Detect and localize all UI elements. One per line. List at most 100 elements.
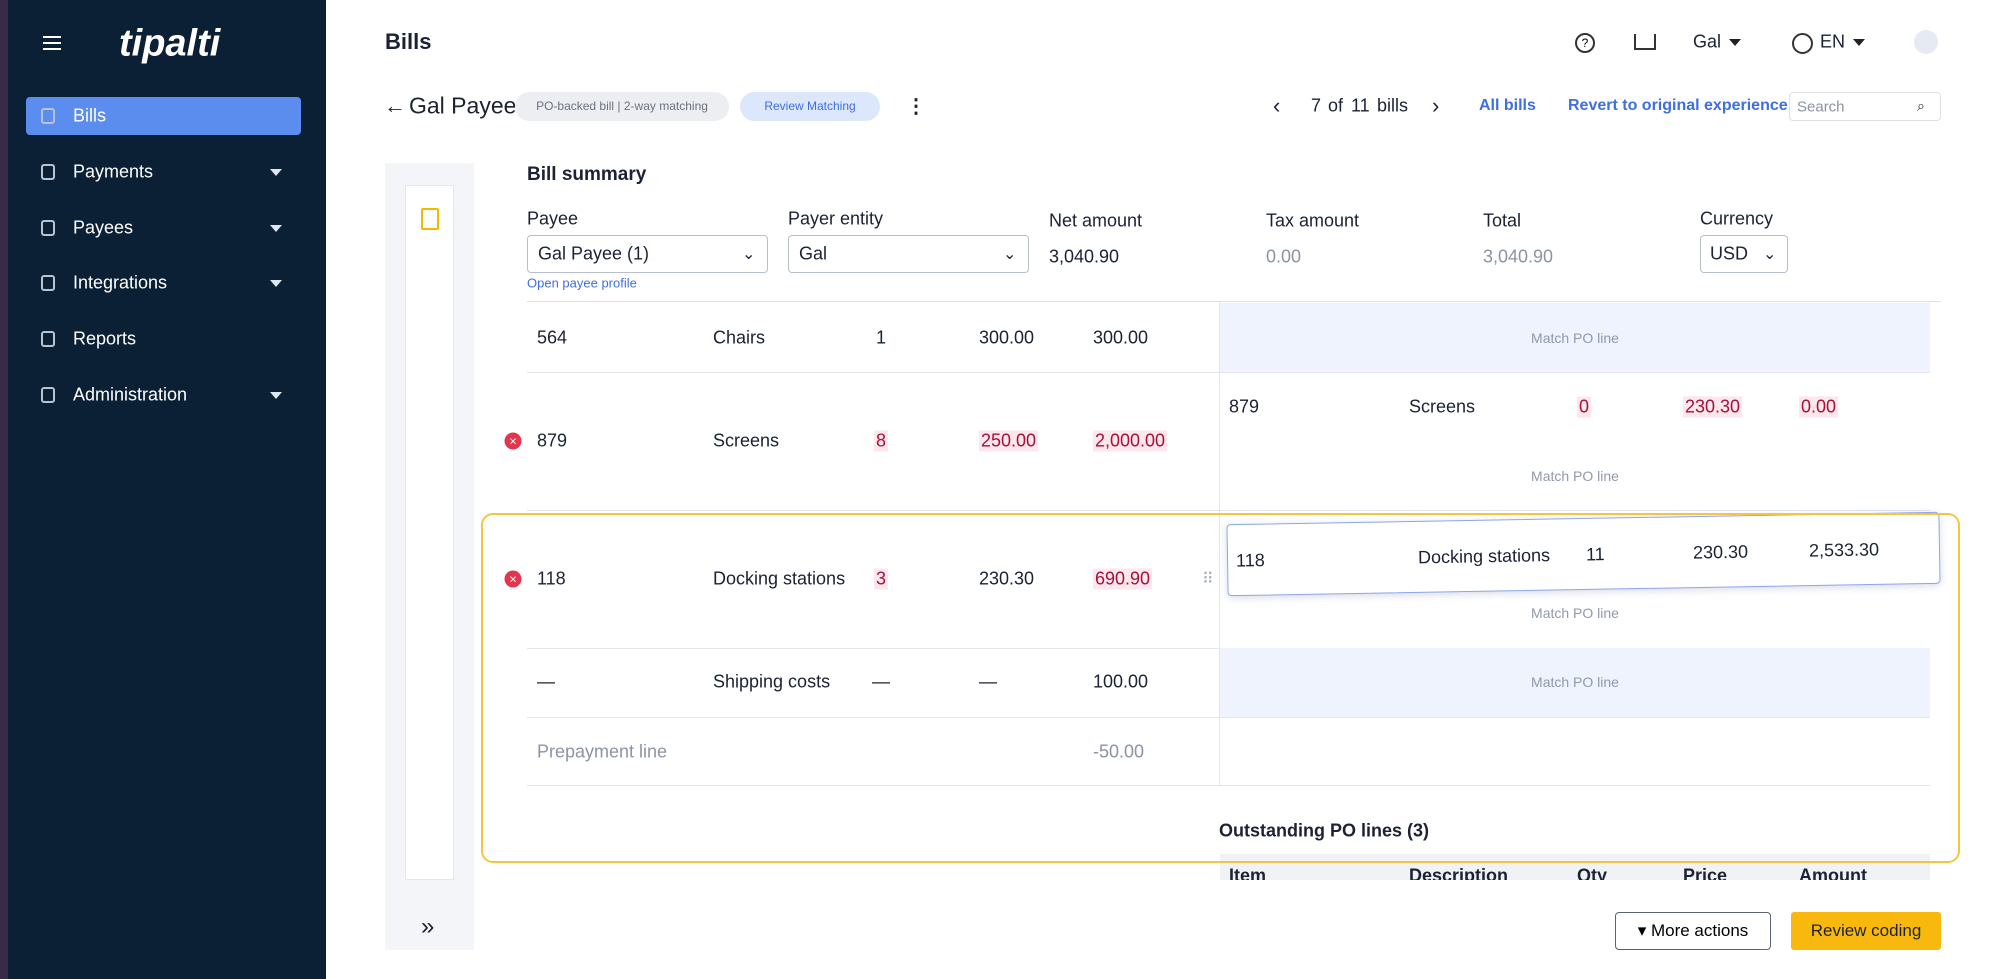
cell: -50.00 xyxy=(1093,741,1145,762)
entity-value: Gal xyxy=(799,243,828,264)
caret-icon: ▾ xyxy=(1637,921,1651,940)
label: Tax amount xyxy=(1266,210,1360,231)
cell: 690.90 xyxy=(1093,568,1153,590)
cell: 879 xyxy=(537,430,568,451)
cell: — xyxy=(537,671,555,692)
lines-table: 564 Chairs 1 300.00 300.00 Match PO line × 879 S… xyxy=(0,302,1999,880)
cell: 300.00 xyxy=(979,327,1035,348)
match-area xyxy=(1220,303,1930,372)
nav-icon xyxy=(41,331,55,347)
help-icon[interactable]: ? xyxy=(1575,33,1595,53)
payee-name: Gal Payee xyxy=(409,92,517,119)
expand[interactable]: » xyxy=(421,913,435,940)
cell: 100.00 xyxy=(1093,671,1149,692)
search-icon: ⌕ xyxy=(1917,97,1925,114)
thumb[interactable] xyxy=(405,185,454,880)
payee-value: Gal Payee (1) xyxy=(538,243,650,264)
tag: PO-backed bill | 2-way matching xyxy=(515,92,729,121)
pager-current: 7 xyxy=(1311,95,1322,116)
error-icon: × xyxy=(504,570,522,588)
error-icon: × xyxy=(504,432,522,450)
currency-value: USD xyxy=(1710,243,1749,264)
chevron: ⌄ xyxy=(1003,246,1017,263)
nav-item[interactable]: Bills xyxy=(73,105,107,126)
nav-item[interactable]: Payees xyxy=(73,217,134,238)
nav-icon xyxy=(41,387,55,403)
link[interactable]: Revert to original experience xyxy=(1568,97,1788,114)
nav-item[interactable]: Integrations xyxy=(73,272,168,293)
outstanding-header xyxy=(1220,854,1930,880)
po-cell: 230.30 xyxy=(1683,396,1743,418)
nav-caret xyxy=(270,392,282,399)
user-menu[interactable]: Gal xyxy=(1693,31,1722,52)
cell: — xyxy=(872,671,890,692)
language-menu[interactable]: EN xyxy=(1820,31,1846,52)
more-actions[interactable]: ▾ More actions xyxy=(1615,912,1771,950)
column-header: Amount xyxy=(1799,865,1867,881)
total-value: 3,040.90 xyxy=(1483,246,1554,267)
review-coding[interactable]: Review coding xyxy=(1791,912,1941,950)
sidebar xyxy=(0,0,326,979)
label: Net amount xyxy=(1049,210,1143,231)
pager-unit: bills xyxy=(1377,95,1409,116)
match-po-line[interactable]: Match PO line xyxy=(1531,674,1619,690)
match-po-line[interactable]: Match PO line xyxy=(1531,468,1619,484)
nav-icon xyxy=(41,220,55,236)
po-cell: 0.00 xyxy=(1799,396,1839,418)
nav-icon xyxy=(41,108,55,124)
nav-item[interactable]: Payments xyxy=(73,161,154,182)
match-po-line[interactable]: Match PO line xyxy=(1531,605,1619,621)
po-cell: Screens xyxy=(1409,396,1476,417)
payee-link[interactable]: Open payee profile xyxy=(527,275,637,291)
column-header: Item xyxy=(1229,865,1267,881)
cell: 3 xyxy=(873,568,889,590)
more-actions-label: More actions xyxy=(1650,921,1749,940)
column-header: Qty xyxy=(1577,865,1608,881)
cell: Screens xyxy=(713,430,780,451)
menu-icon[interactable] xyxy=(43,36,61,50)
search-placeholder: Search xyxy=(1797,98,1845,116)
cell: 8 xyxy=(873,430,889,452)
search-box[interactable] xyxy=(1789,92,1941,121)
logo: tipalti xyxy=(119,22,221,65)
currency-select[interactable] xyxy=(1700,235,1788,273)
link[interactable]: All bills xyxy=(1479,97,1536,114)
nav-icon xyxy=(41,275,55,291)
cell: 230.30 xyxy=(979,568,1035,589)
prev[interactable]: ‹ xyxy=(1273,93,1281,118)
row-divider xyxy=(527,785,1930,786)
cell: Chairs xyxy=(713,327,766,348)
cell: Docking stations xyxy=(713,568,846,589)
net-value: 3,040.90 xyxy=(1049,246,1120,267)
next[interactable]: › xyxy=(1432,93,1440,118)
pager-total: 11 xyxy=(1351,95,1370,116)
payee-select[interactable] xyxy=(527,235,768,273)
focus-outline xyxy=(481,513,1960,863)
cell: 564 xyxy=(537,327,568,348)
kebab[interactable]: ⋮ xyxy=(906,95,926,118)
cell: — xyxy=(979,671,997,692)
label: Payer entity xyxy=(788,208,884,229)
globe-icon xyxy=(1792,33,1813,54)
nav-caret xyxy=(270,225,282,232)
nav-icon xyxy=(41,164,55,180)
cell: 2,000.00 xyxy=(1093,430,1168,452)
nav-item[interactable]: Reports xyxy=(73,328,137,349)
cell: 250.00 xyxy=(979,430,1039,452)
entity-select[interactable] xyxy=(788,235,1029,273)
match-po-line[interactable]: Match PO line xyxy=(1531,330,1619,346)
po-cell: 879 xyxy=(1229,396,1260,417)
tax-value: 0.00 xyxy=(1266,246,1302,267)
tag[interactable]: Review Matching xyxy=(740,92,880,121)
upload-icon[interactable] xyxy=(1634,34,1656,50)
back-arrow[interactable]: ← xyxy=(384,93,406,118)
nav-caret xyxy=(270,280,282,287)
avatar[interactable] xyxy=(1914,30,1938,54)
nav-item[interactable]: Administration xyxy=(73,384,188,405)
row-divider xyxy=(527,717,1930,718)
row-divider xyxy=(527,372,1930,373)
match-area xyxy=(1220,648,1930,717)
chevron: ⌄ xyxy=(742,246,756,263)
page-title: Bills xyxy=(385,29,432,54)
